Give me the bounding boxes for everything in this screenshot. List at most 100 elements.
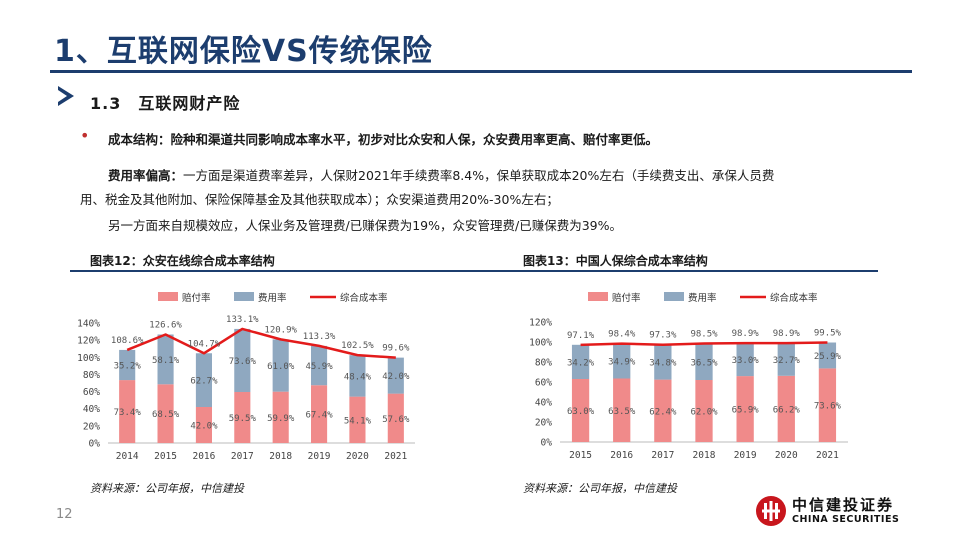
chart2-xtick-2016: 2016 xyxy=(610,450,633,461)
chart1-legend-label-1: 费用率 xyxy=(258,292,287,304)
paragraph-cost-structure-text: 成本结构：险种和渠道共同影响成本率水平，初步对比众安和人保，众安费用率更高、赔付… xyxy=(108,132,659,147)
chart2-bar-expense-2018 xyxy=(695,343,713,380)
chart2-label-expense-2019: 33.0% xyxy=(732,356,760,366)
chart1-label-combined-2019: 113.3% xyxy=(303,332,336,342)
chart1-legend-label-2: 综合成本率 xyxy=(340,292,388,304)
chart2-line-combined xyxy=(580,341,828,347)
chart1-label-claims-2018: 59.9% xyxy=(267,414,295,424)
chart2-bar-expense-2021 xyxy=(818,342,837,369)
chart2-bar-claims-2018 xyxy=(695,380,713,442)
chart1-label-expense-2017: 73.6% xyxy=(229,357,257,367)
chart1-bar-expense-2016 xyxy=(195,353,212,407)
chart2-label-combined-2017: 97.3% xyxy=(649,331,677,341)
chart1-ytick-1: 20% xyxy=(83,421,100,432)
chart1-label-claims-2014: 73.4% xyxy=(114,408,142,418)
chart2-ytick-0: 0% xyxy=(541,438,553,449)
chart1-label-combined-2021: 99.6% xyxy=(382,344,410,354)
logo-text-cn: 中信建投证券 xyxy=(792,496,895,514)
chart1-label-expense-2016: 62.7% xyxy=(190,377,218,387)
chart2-xtick-2020: 2020 xyxy=(775,450,798,461)
chart2-xtick-2015: 2015 xyxy=(569,450,592,461)
chart1-bar-expense-2014 xyxy=(119,349,136,381)
chart1-label-combined-2015: 126.6% xyxy=(149,320,182,330)
chart1-label-combined-2017: 133.1% xyxy=(226,315,259,325)
chart1-xtick-2015: 2015 xyxy=(154,451,177,462)
paragraph-scale-effect: 另一方面来自规模效应，人保业务及管理费/已赚保费为19%，众安管理费/已赚保费为… xyxy=(108,218,622,233)
chart2-bar-expense-2017 xyxy=(654,344,672,380)
chart2-legend-label-2: 综合成本率 xyxy=(770,292,818,304)
chart1-ytick-2: 40% xyxy=(83,404,100,415)
chart2-ytick-3: 60% xyxy=(535,378,552,389)
chart2-title: 图表13：中国人保综合成本率结构 xyxy=(523,254,708,268)
chart1-title: 图表12：众安在线综合成本率结构 xyxy=(90,254,275,268)
chart1-label-expense-2021: 42.0% xyxy=(382,372,410,382)
chart2-bar-expense-2016 xyxy=(613,343,631,379)
chart1-bar-expense-2017 xyxy=(234,328,251,392)
chart2-xtick-2019: 2019 xyxy=(734,450,757,461)
chart1-label-expense-2014: 35.2% xyxy=(114,362,142,372)
chart1-bar-expense-2021 xyxy=(387,357,404,394)
chart2-label-combined-2018: 98.5% xyxy=(690,330,718,340)
chart1-bar-claims-2020 xyxy=(349,396,366,443)
chart1-bar-claims-2014 xyxy=(119,380,136,443)
chart-title-divider xyxy=(70,270,878,272)
chart1-bar-claims-2021 xyxy=(387,393,404,443)
chart1-label-combined-2016: 104.7% xyxy=(188,339,221,349)
paragraph-cost-structure: 成本结构：险种和渠道共同影响成本率水平，初步对比众安和人保，众安费用率更高、赔付… xyxy=(108,128,658,152)
chart2-label-combined-2015: 97.1% xyxy=(567,331,595,341)
chart2-label-combined-2020: 98.9% xyxy=(773,329,801,339)
chart1-label-expense-2015: 58.1% xyxy=(152,356,180,366)
chart2-label-claims-2021: 73.6% xyxy=(814,402,842,412)
chart1-line-combined xyxy=(126,327,396,359)
chart1-ytick-4: 80% xyxy=(83,370,100,381)
chart1-label-expense-2020: 48.4% xyxy=(344,372,372,382)
chart1-bar-expense-2019 xyxy=(311,345,328,386)
chart2-ytick-5: 100% xyxy=(529,338,552,349)
chart1-ytick-7: 140% xyxy=(77,319,100,330)
chart2-label-claims-2018: 62.0% xyxy=(690,408,718,418)
chart2-xtick-2017: 2017 xyxy=(651,450,674,461)
chart1-label-expense-2019: 45.9% xyxy=(306,362,334,372)
chart2-label-expense-2016: 34.9% xyxy=(608,358,636,368)
page-number: 12 xyxy=(56,507,73,522)
chart1-ytick-0: 0% xyxy=(89,439,101,450)
chart2-ytick-2: 40% xyxy=(535,398,552,409)
page-title: 1、互联网保险VS传统保险 xyxy=(54,34,433,69)
chart1-label-combined-2014: 108.6% xyxy=(111,336,144,346)
logo-text-en: CHINA SECURITIES xyxy=(792,514,900,525)
chart2-bar-expense-2019 xyxy=(736,343,754,377)
chart1-ytick-5: 100% xyxy=(77,353,100,364)
chart2-label-combined-2021: 99.5% xyxy=(814,329,842,339)
chart2-bar-claims-2017 xyxy=(654,379,672,442)
chart2-bar-claims-2021 xyxy=(818,368,837,442)
china-securities-logo-icon xyxy=(756,496,786,526)
chart1-xtick-2020: 2020 xyxy=(346,451,369,462)
chart1-xtick-2014: 2014 xyxy=(116,451,139,462)
chart2-label-expense-2017: 34.8% xyxy=(649,359,677,369)
chart1-label-claims-2015: 68.5% xyxy=(152,410,180,420)
chart2-label-claims-2015: 63.0% xyxy=(567,407,595,417)
chart2-bar-claims-2015 xyxy=(571,379,590,442)
chart1-bar-expense-2020 xyxy=(349,355,366,397)
chart1-label-claims-2020: 54.1% xyxy=(344,416,372,426)
chart2-bar-claims-2016 xyxy=(613,378,631,442)
chart1-bar-expense-2018 xyxy=(272,339,289,392)
chart1-legend-swatch-0 xyxy=(158,292,178,301)
section-title: 1.3 互联网财产险 xyxy=(90,94,241,113)
chart1-label-expense-2018: 61.0% xyxy=(267,362,295,372)
chart2-label-expense-2015: 34.2% xyxy=(567,358,595,368)
chart2-xtick-2018: 2018 xyxy=(693,450,716,461)
chart1-bar-claims-2018 xyxy=(272,391,289,443)
chart2-bar-expense-2015 xyxy=(571,344,590,379)
chart1-label-claims-2017: 59.5% xyxy=(229,414,257,424)
chart2-bar-claims-2019 xyxy=(736,376,754,442)
chart1-xtick-2017: 2017 xyxy=(231,451,254,462)
expense-heading: 费用率偏高： xyxy=(108,168,184,183)
chart2-label-claims-2017: 62.4% xyxy=(649,407,677,417)
chart2-xtick-2021: 2021 xyxy=(816,450,839,461)
chart1-source: 资料来源：公司年报，中信建投 xyxy=(90,482,244,495)
chart1-xtick-2018: 2018 xyxy=(269,451,292,462)
chart1-zhongan-combined-ratio: 赔付率 费用率 综合成本率 0% 20% 40% 60% 80% 100% 120% 140% 201… xyxy=(77,292,415,462)
chart2-label-combined-2016: 98.4% xyxy=(608,330,636,340)
expense-line1-text: 一方面是渠道费率差异，人保财2021年手续费率8.4%，保单获取成本20%左右（… xyxy=(183,168,775,183)
